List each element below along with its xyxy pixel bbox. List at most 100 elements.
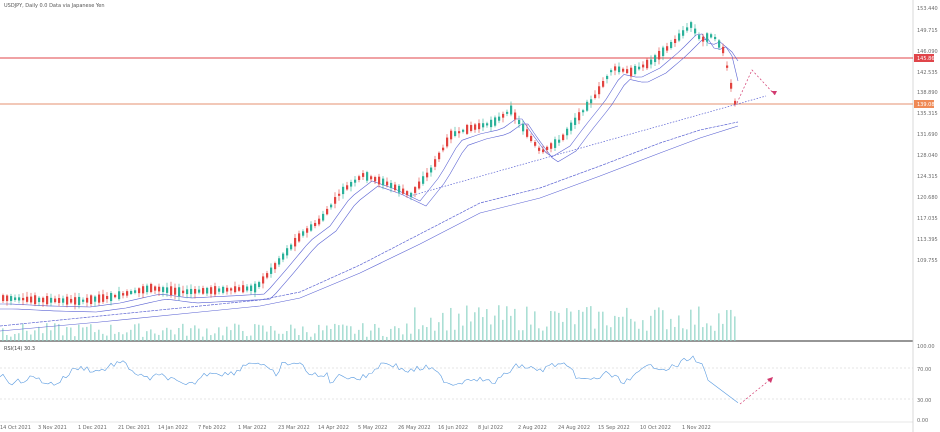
- candle: [430, 165, 433, 177]
- candle-body: [26, 296, 29, 302]
- candle-body: [226, 287, 229, 292]
- candle-body: [166, 287, 169, 293]
- candle: [282, 252, 285, 263]
- candle-body: [554, 139, 557, 148]
- candle: [574, 113, 577, 129]
- candle: [490, 116, 493, 132]
- volume-bars: [2, 305, 736, 341]
- candle-body: [394, 184, 397, 191]
- volume-bar: [74, 336, 76, 341]
- volume-bar: [322, 330, 324, 341]
- volume-bar: [326, 325, 328, 341]
- volume-bar: [598, 311, 600, 341]
- candle-body: [598, 86, 601, 95]
- candle: [270, 263, 273, 278]
- volume-bar: [494, 315, 496, 341]
- volume-bar: [206, 328, 208, 341]
- volume-bar: [438, 322, 440, 341]
- candle-body: [602, 81, 605, 87]
- volume-bar: [382, 335, 384, 341]
- candle: [406, 190, 409, 198]
- candle-body: [694, 28, 697, 34]
- candle-body: [178, 287, 181, 297]
- candle-body: [102, 294, 105, 302]
- candle: [350, 179, 353, 192]
- volume-bar: [490, 324, 492, 341]
- rsi-tick: 100.00: [917, 344, 935, 350]
- candle-body: [550, 143, 553, 149]
- candle-body: [442, 147, 445, 151]
- candle: [30, 292, 33, 305]
- candle-body: [666, 46, 669, 51]
- candle-body: [718, 40, 721, 48]
- date-tick: 14 Jan 2022: [158, 425, 188, 431]
- candle: [646, 58, 649, 70]
- candle: [262, 273, 265, 289]
- candle: [98, 291, 101, 306]
- candle: [506, 109, 509, 117]
- trendlines[interactable]: [409, 69, 777, 405]
- candle-body: [42, 297, 45, 303]
- volume-bar: [246, 336, 248, 341]
- candle-body: [126, 291, 129, 296]
- candle-body: [174, 287, 177, 295]
- candle: [214, 282, 217, 298]
- candle: [70, 294, 73, 305]
- volume-bar: [294, 328, 296, 341]
- candlesticks[interactable]: [2, 20, 737, 310]
- volume-bar: [474, 312, 476, 341]
- candle: [402, 184, 405, 196]
- candle: [626, 65, 629, 75]
- candle-body: [266, 273, 269, 278]
- chart-title: USDJPY, Daily 0.0 Data via Japanese Yen: [4, 3, 105, 9]
- candle: [522, 120, 525, 135]
- candle: [102, 289, 105, 304]
- candle: [582, 108, 585, 116]
- volume-bar: [686, 329, 688, 341]
- candle-body: [110, 292, 113, 302]
- candle: [342, 183, 345, 199]
- volume-bar: [298, 335, 300, 341]
- volume-bar: [314, 333, 316, 341]
- price-tick: 113.395: [917, 237, 938, 243]
- volume-bar: [342, 324, 344, 341]
- candle: [694, 24, 697, 37]
- candle-body: [298, 233, 301, 242]
- volume-bar: [458, 313, 460, 341]
- candle-body: [158, 286, 161, 292]
- candle: [590, 95, 593, 108]
- candle: [602, 77, 605, 89]
- candle-body: [526, 129, 529, 137]
- volume-bar: [278, 333, 280, 341]
- volume-bar: [118, 332, 120, 341]
- volume-bar: [526, 306, 528, 341]
- candle-body: [54, 298, 57, 303]
- candle: [278, 255, 281, 267]
- candle: [106, 292, 109, 303]
- date-tick: 14 Apr 2022: [318, 425, 349, 431]
- candle: [62, 295, 65, 306]
- date-axis[interactable]: 14 Oct 2021 3 Nov 2021 1 Dec 2021 21 Dec 20…: [0, 425, 711, 431]
- candle-body: [510, 105, 513, 115]
- candle-body: [730, 82, 733, 89]
- volume-bar: [406, 323, 408, 341]
- volume-bar: [266, 331, 268, 341]
- candle: [238, 284, 241, 292]
- candle: [78, 292, 81, 309]
- candle: [578, 108, 581, 125]
- date-tick: 16 Jun 2022: [438, 425, 468, 431]
- candle-body: [438, 152, 441, 160]
- price-axis[interactable]: 153.440 149.715 146.090 142.535 138.890 135.3…: [917, 6, 938, 264]
- candle: [498, 112, 501, 124]
- candle: [542, 145, 545, 154]
- volume-bar: [674, 326, 676, 341]
- candle-body: [414, 187, 417, 193]
- volume-bar: [282, 333, 284, 341]
- candle-body: [690, 22, 693, 28]
- candle-body: [570, 122, 573, 131]
- candle: [554, 136, 557, 151]
- volume-bar: [618, 317, 620, 341]
- volume-bar: [590, 306, 592, 341]
- volume-bar: [518, 330, 520, 341]
